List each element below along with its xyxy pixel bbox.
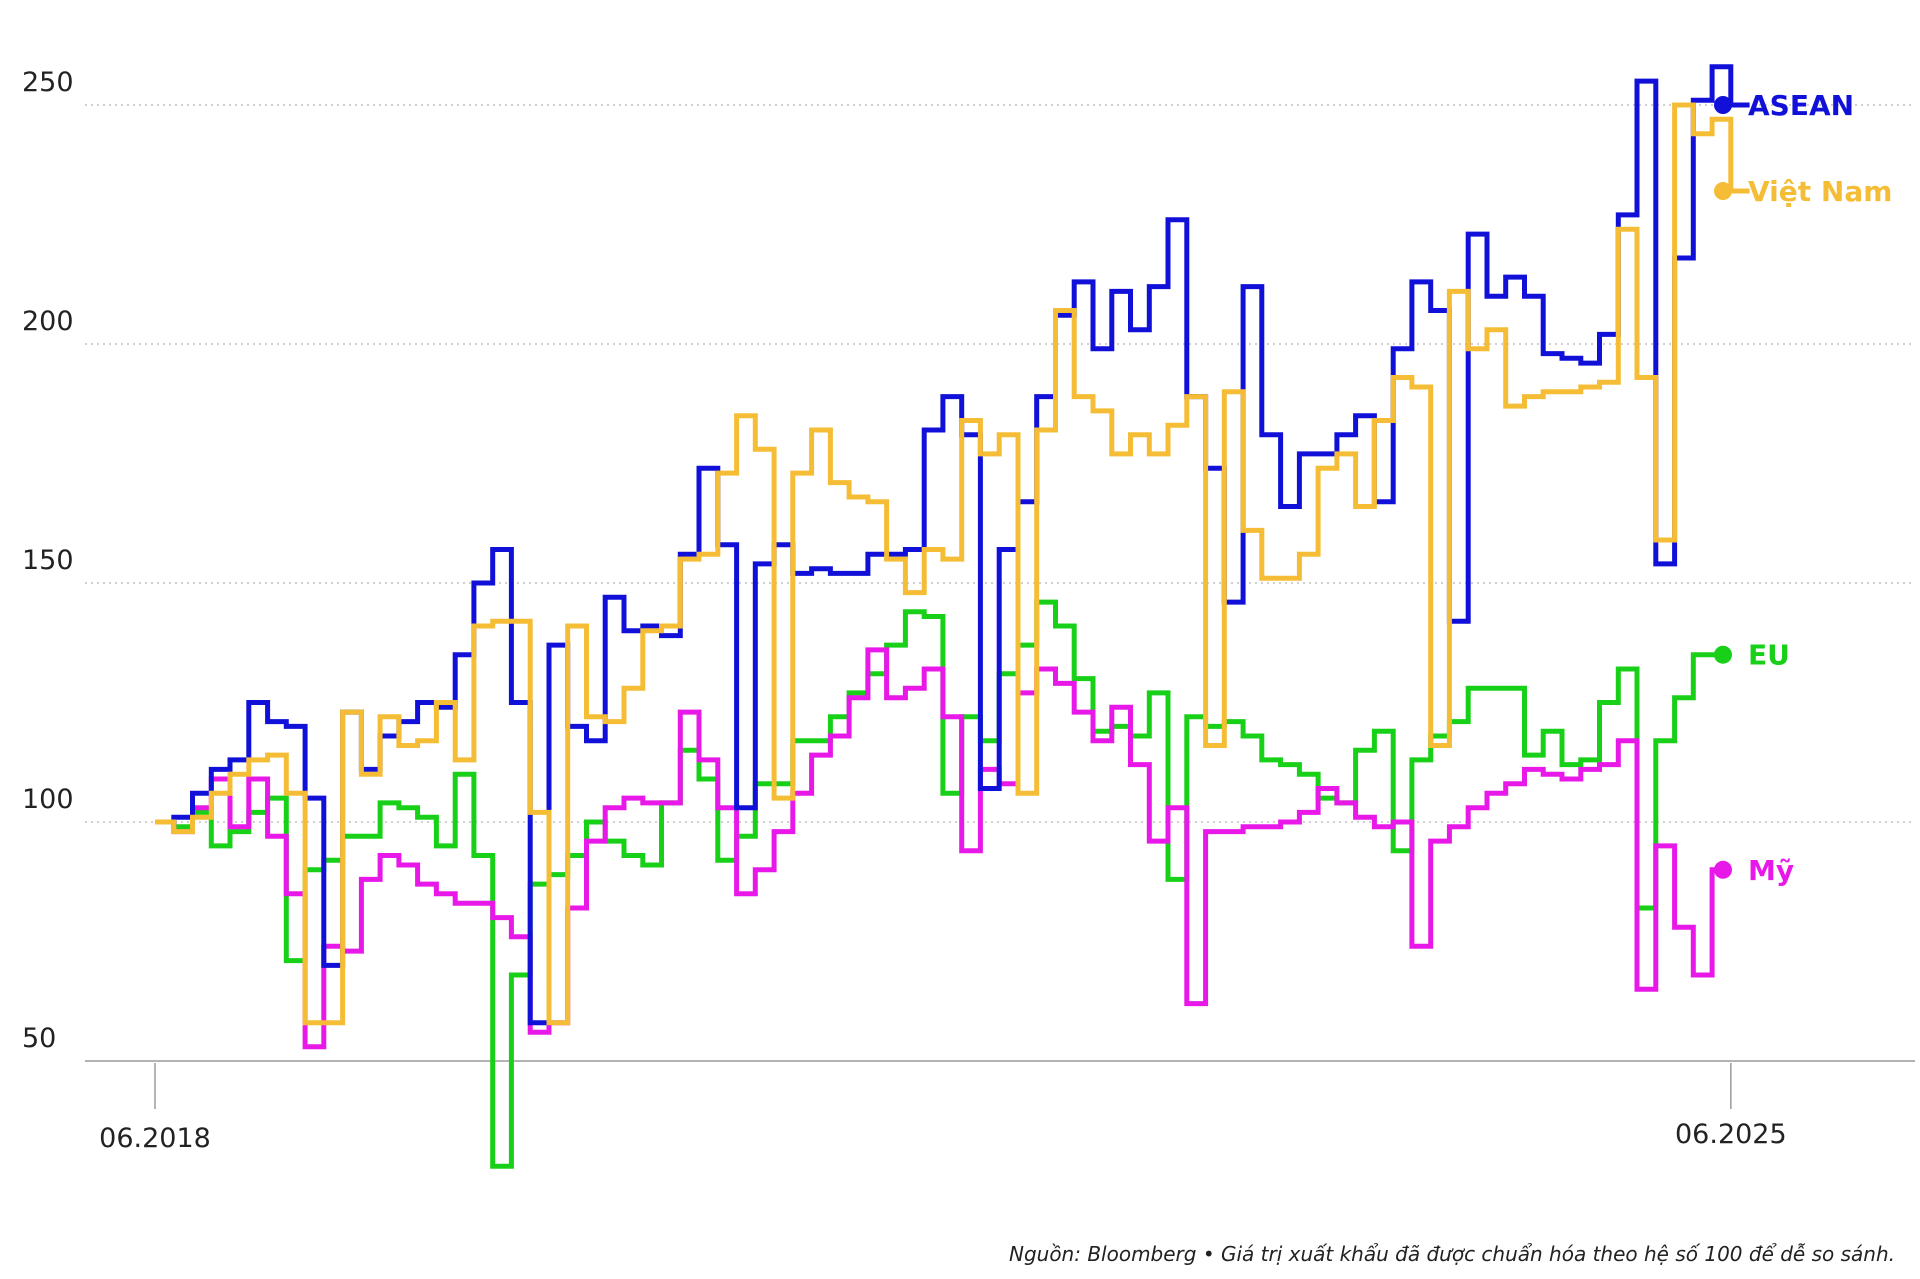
x-tick-label: 06.2025 bbox=[1675, 1119, 1787, 1150]
series-lines bbox=[155, 64, 1750, 1169]
x-axis: 06.2018 06.2025 bbox=[99, 1063, 1787, 1154]
series-label: Việt Nam bbox=[1748, 175, 1892, 208]
series-end-dot bbox=[1714, 860, 1732, 879]
series-label: ASEAN bbox=[1748, 89, 1854, 122]
series-line-eu bbox=[155, 599, 1723, 1169]
series-line-mỹ bbox=[155, 647, 1731, 1050]
y-tick-label: 200 bbox=[22, 306, 74, 337]
series-line-việt-nam bbox=[155, 102, 1750, 1026]
series-line-asean bbox=[155, 64, 1750, 1026]
y-tick-label: 250 bbox=[22, 67, 74, 98]
series-end-dot bbox=[1714, 96, 1732, 114]
y-tick-label: 100 bbox=[22, 784, 74, 815]
series-label: Mỹ bbox=[1748, 854, 1794, 887]
series-end-dot bbox=[1714, 182, 1732, 201]
x-tick-label: 06.2018 bbox=[99, 1123, 211, 1154]
y-tick-label: 150 bbox=[22, 545, 74, 576]
series-end-dot bbox=[1714, 645, 1732, 664]
y-tick-label: 50 bbox=[22, 1023, 56, 1054]
grid bbox=[85, 104, 1915, 1062]
source-note: Nguồn: Bloomberg • Giá trị xuất khẩu đã … bbox=[1008, 1242, 1895, 1266]
series-endpoints: EU Mỹ ASEAN Việt Nam bbox=[1714, 89, 1892, 887]
series-label: EU bbox=[1748, 639, 1790, 672]
y-axis-labels: 50 100 150 200 250 bbox=[22, 67, 74, 1054]
